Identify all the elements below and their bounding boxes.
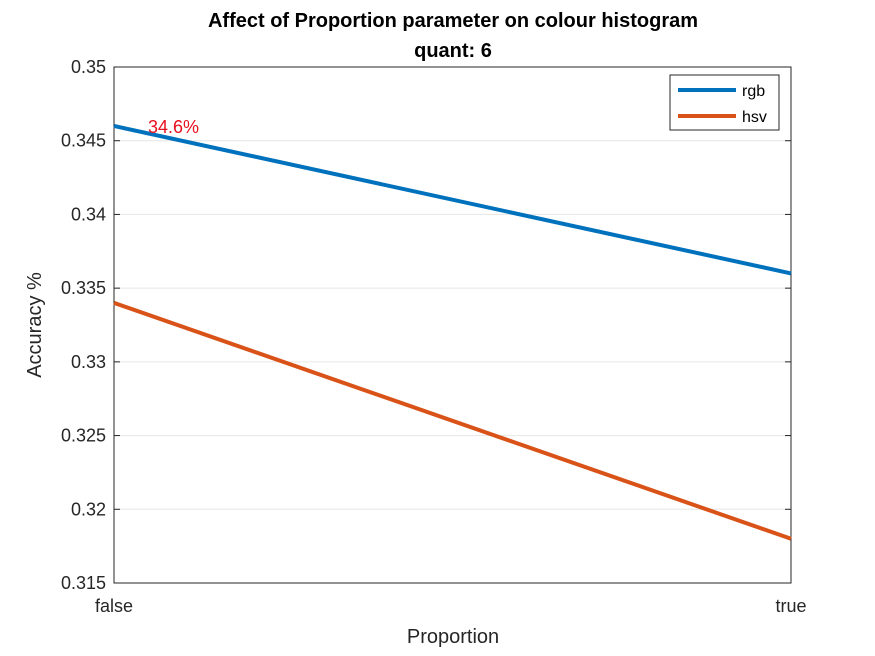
annotations: 34.6%	[148, 117, 199, 137]
series-lines	[113, 124, 792, 541]
legend-label-rgb: rgb	[742, 83, 765, 100]
x-tick-label: false	[95, 596, 133, 616]
x-tick-label: true	[775, 596, 806, 616]
y-tick-label: 0.325	[61, 426, 106, 446]
y-axis: 0.315 0.32 0.325 0.33 0.335 0.34 0.345 0.35	[61, 57, 791, 593]
y-tick-label: 0.32	[71, 499, 106, 519]
series-line-rgb	[113, 124, 792, 276]
y-tick-label: 0.335	[61, 278, 106, 298]
y-tick-label: 0.34	[71, 204, 106, 224]
y-axis-label: Accuracy %	[24, 272, 46, 378]
y-tick-label: 0.35	[71, 57, 106, 77]
x-axis-label: Proportion	[407, 626, 499, 648]
x-axis: false true	[95, 577, 807, 616]
annotation-label: 34.6%	[148, 117, 199, 137]
legend: rgb hsv	[669, 74, 780, 131]
chart-subtitle: quant: 6	[414, 40, 492, 62]
chart-title: Affect of Proportion parameter on colour…	[208, 10, 698, 32]
legend-label-hsv: hsv	[742, 109, 767, 126]
y-tick-label: 0.345	[61, 131, 106, 151]
legend-box	[669, 74, 780, 131]
y-tick-label: 0.33	[71, 352, 106, 372]
y-tick-label: 0.315	[61, 573, 106, 593]
series-line-hsv	[113, 300, 792, 541]
gridlines	[114, 66, 791, 584]
plot-area	[113, 66, 792, 584]
